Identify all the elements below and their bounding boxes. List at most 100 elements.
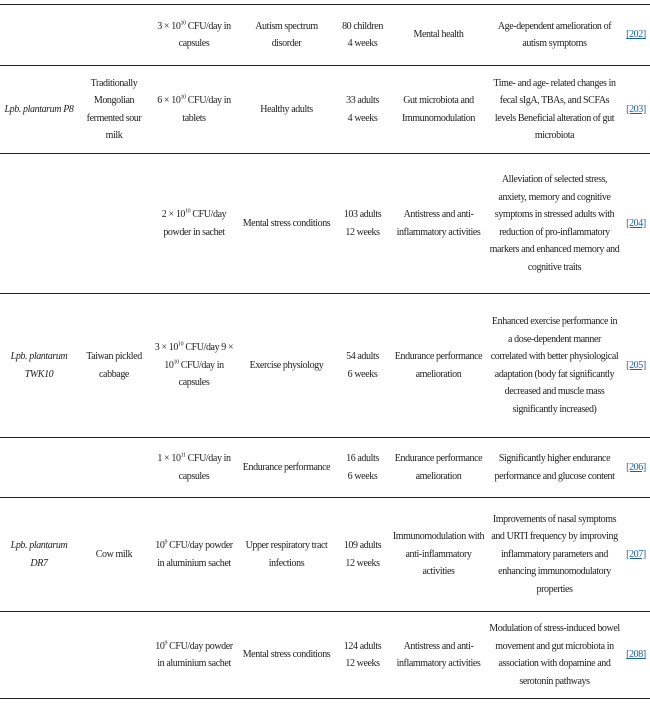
subjects-count: 16 adults <box>346 453 379 464</box>
table-row: Lpb. plantarum DR7 Cow milk 109 CFU/day po… <box>0 497 650 612</box>
strain-cell: Lpb. plantarum TWK10 <box>0 293 78 438</box>
dose-cell: 3 × 1010 CFU/day 9 × 1010 CFU/day in cap… <box>150 293 238 438</box>
reference-link[interactable]: [205] <box>626 359 646 371</box>
dose-pre: 3 × 10 <box>154 342 179 354</box>
study-duration: 12 weeks <box>345 658 380 669</box>
effect-cell: Improvements of nasal symptoms and URTI … <box>487 497 622 612</box>
reference-cell: [202] <box>622 4 650 66</box>
study-duration: 4 weeks <box>347 112 378 124</box>
dose-pre: 1 × 10 <box>157 453 181 464</box>
dose-pre: 10 <box>155 640 165 652</box>
outcome-cell: Immunomodulation with anti-inflammatory … <box>390 497 487 612</box>
strain-cell: Lpb. plantarum P8 <box>0 65 78 154</box>
effect-cell: Age-dependent amelioration of autism sym… <box>487 4 622 66</box>
reference-link[interactable]: [204] <box>626 217 646 229</box>
subjects-count: 33 adults <box>346 95 379 106</box>
condition-cell: Autism spectrum disorder <box>238 4 335 66</box>
condition-cell: Healthy adults <box>238 65 335 154</box>
probiotic-studies-table: 3 × 1010 CFU/day in capsules Autism spect… <box>0 4 650 699</box>
reference-cell: [207] <box>622 497 650 612</box>
source-cell <box>78 4 150 66</box>
source-cell: Traditionally Mongolian fermented sour m… <box>78 65 150 154</box>
dose-exp: 11 <box>180 452 186 459</box>
table-row: 2 × 1010 CFU/day powder in sachet Mental … <box>0 153 650 294</box>
dose-post: CFU/day in capsules <box>178 20 231 50</box>
study-duration: 12 weeks <box>345 557 380 569</box>
dose-pre: 6 × 10 <box>157 95 181 106</box>
effect-cell: Alleviation of selected stress, anxiety,… <box>487 153 622 294</box>
subjects-cell: 33 adults 4 weeks <box>335 65 390 154</box>
dose-cell: 1 × 1011 CFU/day in capsules <box>150 437 238 498</box>
dose-pre: 2 × 10 <box>161 209 186 220</box>
study-duration: 6 weeks <box>347 368 378 380</box>
subjects-cell: 103 adults 12 weeks <box>335 153 390 294</box>
dose-post: CFU/day powder in aluminium sachet <box>157 540 233 569</box>
dose-post: CFU/day in tablets <box>182 95 231 124</box>
reference-cell: [206] <box>622 437 650 498</box>
subjects-cell: 54 adults 6 weeks <box>335 293 390 438</box>
subjects-cell: 109 adults 12 weeks <box>335 497 390 612</box>
outcome-cell: Gut microbiota and Immunomodulation <box>390 65 487 154</box>
dose-exp: 10 <box>180 94 186 101</box>
outcome-cell: Endurance performance amelioration <box>390 437 487 498</box>
table-row: 109 CFU/day powder in aluminium sachet Me… <box>0 611 650 699</box>
reference-cell: [208] <box>622 611 650 699</box>
reference-link[interactable]: [207] <box>626 548 646 560</box>
dose-pre: 10 <box>155 540 165 551</box>
source-cell <box>78 153 150 294</box>
dose-post: CFU/day 9 × 10 <box>164 342 234 371</box>
reference-cell: [204] <box>622 153 650 294</box>
strain-cell <box>0 153 78 294</box>
subjects-cell: 80 children 4 weeks <box>335 4 390 66</box>
condition-cell: Exercise physiology <box>238 293 335 438</box>
outcome-cell: Endurance performance amelioration <box>390 293 487 438</box>
effect-cell: Significantly higher endurance performan… <box>487 437 622 498</box>
dose-cell: 2 × 1010 CFU/day powder in sachet <box>150 153 238 294</box>
reference-link[interactable]: [202] <box>626 29 646 41</box>
dose-post2: CFU/day in capsules <box>178 359 224 389</box>
source-cell: Taiwan pickled cabbage <box>78 293 150 438</box>
reference-link[interactable]: [203] <box>626 103 646 115</box>
outcome-cell: Antistress and anti-inflammatory activit… <box>390 611 487 699</box>
outcome-cell: Mental health <box>390 4 487 66</box>
dose-exp: 9 <box>164 640 168 647</box>
strain-cell: Lpb. plantarum DR7 <box>0 497 78 612</box>
subjects-cell: 16 adults 6 weeks <box>335 437 390 498</box>
strain-cell <box>0 611 78 699</box>
effect-cell: Time- and age- related changes in fecal … <box>487 65 622 154</box>
dose-cell: 6 × 1010 CFU/day in tablets <box>150 65 238 154</box>
dose-cell: 109 CFU/day powder in aluminium sachet <box>150 611 238 699</box>
source-cell <box>78 611 150 699</box>
subjects-count: 103 adults <box>343 209 382 220</box>
strain-cell <box>0 437 78 498</box>
study-duration: 12 weeks <box>345 226 380 238</box>
condition-cell: Endurance performance <box>238 437 335 498</box>
study-duration: 4 weeks <box>347 38 378 49</box>
reference-cell: [205] <box>622 293 650 438</box>
dose-exp: 10 <box>185 208 191 215</box>
effect-cell: Modulation of stress-induced bowel movem… <box>487 611 622 699</box>
dose-exp2: 10 <box>173 359 179 366</box>
table-row: Lpb. plantarum P8 Traditionally Mongolian… <box>0 65 650 154</box>
condition-cell: Mental stress conditions <box>238 153 335 294</box>
subjects-count: 124 adults <box>343 640 382 652</box>
subjects-cell: 124 adults 12 weeks <box>335 611 390 699</box>
dose-post: CFU/day powder in sachet <box>163 209 227 238</box>
subjects-count: 80 children <box>342 20 383 32</box>
source-cell: Cow milk <box>78 497 150 612</box>
table-row: 3 × 1010 CFU/day in capsules Autism spect… <box>0 4 650 66</box>
dose-exp: 10 <box>178 341 184 348</box>
reference-link[interactable]: [208] <box>626 649 646 661</box>
dose-cell: 109 CFU/day powder in aluminium sachet <box>150 497 238 612</box>
dose-exp: 10 <box>180 20 186 27</box>
reference-link[interactable]: [206] <box>626 461 646 473</box>
dose-post: CFU/day powder in aluminium sachet <box>157 640 233 670</box>
study-duration: 6 weeks <box>347 470 378 482</box>
subjects-count: 54 adults <box>346 351 379 362</box>
outcome-cell: Antistress and anti-inflammatory activit… <box>390 153 487 294</box>
reference-cell: [203] <box>622 65 650 154</box>
condition-cell: Upper respiratory tract infections <box>238 497 335 612</box>
table-row: Lpb. plantarum TWK10 Taiwan pickled cabba… <box>0 293 650 438</box>
dose-pre: 3 × 10 <box>157 20 181 32</box>
dose-exp: 9 <box>164 539 168 546</box>
